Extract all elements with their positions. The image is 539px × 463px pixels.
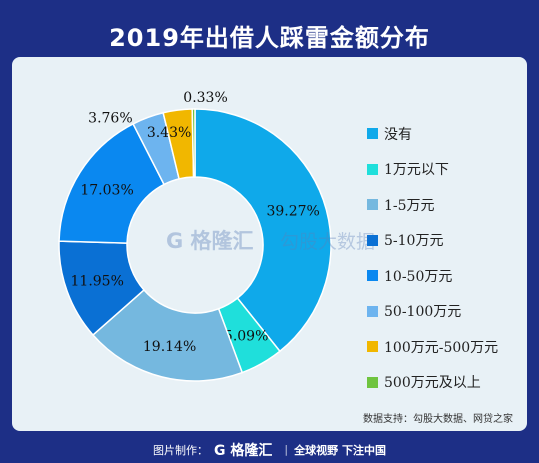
legend-swatch [367, 234, 378, 246]
legend-swatch [367, 128, 378, 140]
legend-item: 5-10万元 [367, 223, 498, 259]
footer-separator: | [284, 443, 289, 456]
legend-swatch [367, 376, 378, 388]
legend-item: 10-50万元 [367, 258, 498, 294]
legend-item: 100万元-500万元 [367, 329, 498, 365]
legend-swatch [367, 270, 378, 282]
footer: 图片制作： G 格隆汇 | 全球视野 下注中国 [0, 436, 539, 463]
data-label: 11.95% [71, 273, 124, 289]
legend-label: 100万元-500万元 [384, 339, 499, 356]
donut-slice [194, 108, 332, 353]
legend-item: 500万元及以上 [367, 365, 498, 401]
donut-slice [91, 288, 244, 382]
data-label: 19.14% [143, 339, 196, 355]
legend-label: 5-10万元 [384, 233, 444, 250]
footer-made-by: 图片制作： [153, 443, 209, 457]
source-note: 数据支持：勾股大数据、网贷之家 [363, 414, 513, 425]
data-label: 17.03% [80, 182, 133, 198]
footer-slogan: 全球视野 下注中国 [294, 443, 386, 457]
chart-legend: 没有 1万元以下 1-5万元 5-10万元 10-50万元 50-100万元 100万元-5… [367, 116, 498, 400]
legend-item: 1万元以下 [367, 152, 498, 188]
legend-swatch [367, 341, 378, 353]
donut-chart: 39.27% 5.09% 19.14% 11.95% 17.03% 3.76% 3.43% 0… [58, 90, 332, 382]
legend-item: 1-5万元 [367, 187, 498, 223]
data-label: 5.09% [224, 329, 268, 345]
legend-swatch [367, 199, 378, 211]
legend-swatch [367, 305, 378, 317]
page-title: 2019年出借人踩雷金额分布 [109, 24, 430, 52]
legend-label: 1-5万元 [384, 197, 435, 214]
legend-label: 10-50万元 [384, 268, 453, 285]
legend-label: 没有 [384, 126, 412, 143]
legend-label: 1万元以下 [384, 162, 449, 179]
legend-label: 50-100万元 [384, 304, 462, 321]
data-label: 3.76% [88, 111, 132, 127]
legend-swatch [367, 163, 378, 175]
data-label: 0.33% [183, 90, 227, 106]
chart-card: 39.27% 5.09% 19.14% 11.95% 17.03% 3.76% 3.43% 0… [12, 57, 527, 431]
data-label: 39.27% [266, 204, 319, 220]
data-label: 3.43% [147, 125, 191, 141]
watermark-logo: G 格隆汇 [166, 229, 254, 253]
watermark-logo-2: 勾股大数据 [280, 231, 376, 253]
footer-logo: G 格隆汇 [214, 442, 273, 459]
legend-item: 没有 [367, 116, 498, 152]
legend-item: 50-100万元 [367, 294, 498, 330]
donut-slice [191, 108, 196, 178]
legend-label: 500万元及以上 [384, 375, 481, 392]
